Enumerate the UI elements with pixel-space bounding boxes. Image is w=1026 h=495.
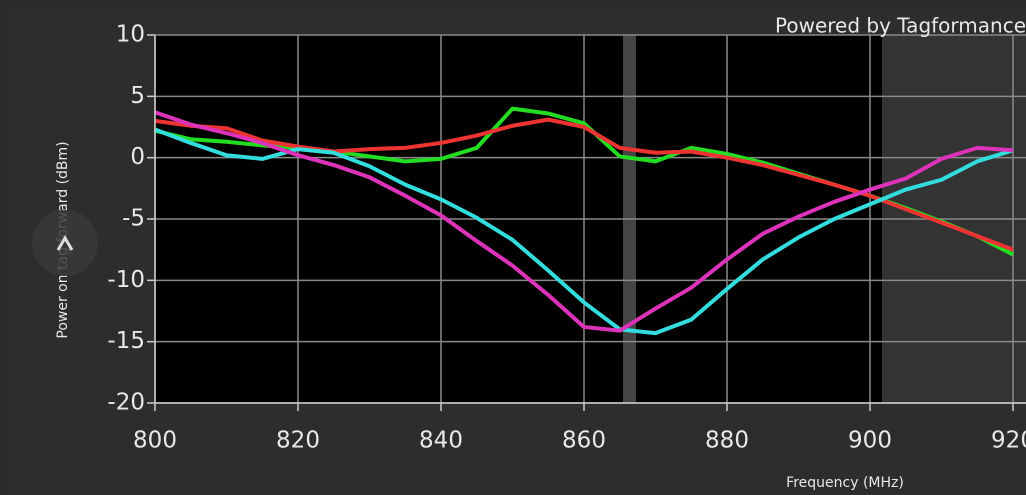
series-line: [154, 117, 1014, 252]
series-line: [154, 110, 1014, 333]
x-tick-label: 920: [991, 428, 1026, 454]
x-axis-label: Frequency (MHz): [786, 475, 904, 491]
y-tick-label: 10: [116, 22, 145, 48]
x-tick-label: 860: [562, 428, 606, 454]
y-tick-label: 5: [130, 83, 145, 109]
x-tick-label: 840: [419, 428, 463, 454]
x-tick-label: 800: [133, 428, 177, 454]
x-tick-label: 880: [705, 428, 749, 454]
x-tick-label: 820: [276, 428, 320, 454]
lines: [154, 106, 1014, 336]
y-tick-label: -10: [107, 267, 145, 293]
y-tick-label: -5: [122, 206, 145, 232]
series-line: [154, 127, 1014, 336]
button-circle[interactable]: [32, 210, 98, 276]
button-arrow[interactable]: [56, 235, 74, 251]
y-tick-label: -20: [107, 390, 145, 416]
y-tick-label: -15: [107, 328, 145, 354]
annotation: Powered by Tagformance: [775, 14, 1026, 38]
x-tick-label: 900: [848, 428, 892, 454]
y-tick-label: 0: [130, 144, 145, 170]
overlay-button[interactable]: [32, 210, 98, 276]
